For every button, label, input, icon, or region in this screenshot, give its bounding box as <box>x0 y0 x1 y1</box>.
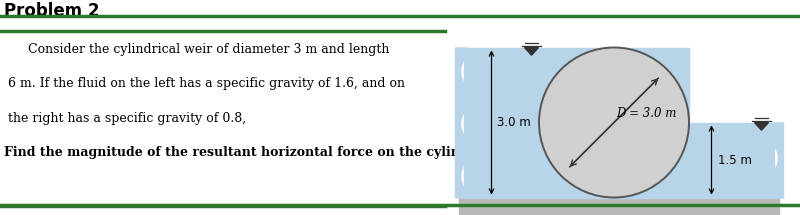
Text: Problem 2: Problem 2 <box>4 2 100 20</box>
Text: D = 3.0 m: D = 3.0 m <box>617 107 677 120</box>
Text: 1.5 m: 1.5 m <box>718 154 751 166</box>
Polygon shape <box>525 48 538 55</box>
Circle shape <box>539 48 689 198</box>
Text: Find the magnitude of the resultant horizontal force on the cylinder: Find the magnitude of the resultant hori… <box>4 146 484 159</box>
Text: the right has a specific gravity of 0.8,: the right has a specific gravity of 0.8, <box>4 112 246 125</box>
Text: 6 m. If the fluid on the left has a specific gravity of 1.6, and on: 6 m. If the fluid on the left has a spec… <box>4 77 406 90</box>
Text: 3.0 m: 3.0 m <box>498 116 531 129</box>
Polygon shape <box>754 123 769 130</box>
Text: Consider the cylindrical weir of diameter 3 m and length: Consider the cylindrical weir of diamete… <box>4 43 390 56</box>
